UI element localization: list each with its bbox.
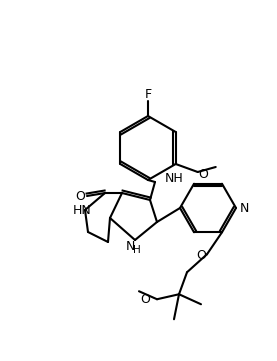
Text: O: O (75, 190, 85, 203)
Text: O: O (196, 249, 206, 262)
Text: O: O (140, 293, 150, 306)
Text: NH: NH (165, 173, 184, 186)
Text: N: N (239, 201, 249, 214)
Text: N: N (125, 239, 135, 252)
Text: HN: HN (73, 204, 92, 217)
Text: O: O (198, 168, 208, 180)
Text: F: F (144, 87, 152, 100)
Text: H: H (133, 245, 141, 255)
